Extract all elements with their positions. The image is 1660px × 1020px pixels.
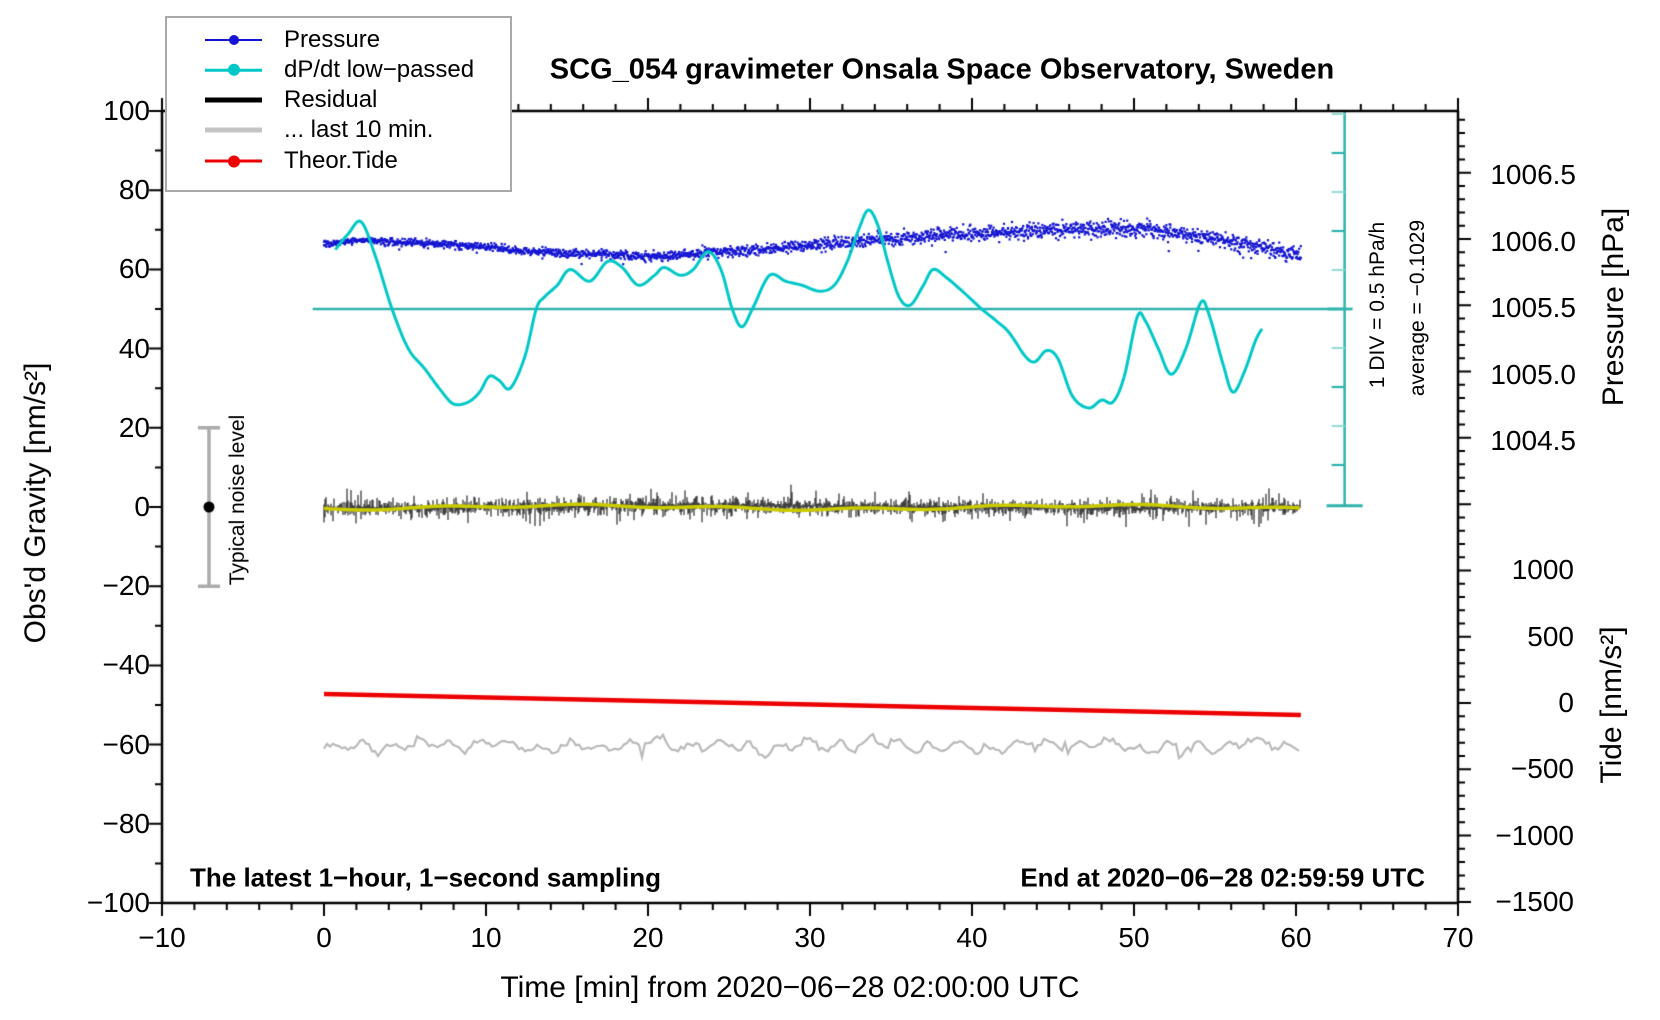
- legend-item-label: Theor.Tide: [284, 147, 398, 174]
- tide-tick-label: −1500: [1495, 885, 1574, 917]
- x-axis-tick-label: 40: [956, 922, 988, 953]
- gravity-tick-label: 60: [118, 253, 150, 285]
- tide-tick-label: 1000: [1511, 554, 1574, 586]
- legend-sample-line: [205, 97, 262, 103]
- page-title: SCG_054 gravimeter Onsala Space Observat…: [549, 53, 1335, 86]
- x-axis-tick-label: 70: [1442, 922, 1474, 953]
- gravity-tick-label: −40: [102, 649, 151, 681]
- x-axis-tick-label: 50: [1118, 922, 1150, 953]
- legend-item-label: Pressure: [284, 26, 381, 53]
- x-axis-title: Time [min] from 2020−06−28 02:00:00 UTC: [500, 971, 1080, 1004]
- gravity-tick-label: 0: [134, 491, 150, 522]
- end-time-note: End at 2020−06−28 02:59:59 UTC: [1020, 862, 1425, 893]
- pressure-tick-label: 1005.0: [1490, 358, 1576, 390]
- legend-item-label: dP/dt low−passed: [284, 56, 475, 83]
- noise-bar-label: Typical noise level: [226, 414, 249, 586]
- tide-tick-label: 0: [1558, 687, 1574, 719]
- x-axis-tick-label: 0: [316, 922, 332, 953]
- pressure-tick-label: 1005.5: [1490, 292, 1576, 324]
- legend-sample-dot: [227, 64, 240, 76]
- gravity-tick-label: −80: [102, 807, 151, 839]
- gravity-tick-label: 40: [118, 332, 150, 364]
- pressure-tick-label: 1006.0: [1490, 225, 1576, 257]
- legend-item-label: Residual: [284, 86, 378, 113]
- pressure-tick-label: 1004.5: [1490, 424, 1576, 456]
- legend-sample-dot: [227, 155, 240, 167]
- gravity-tick-label: 80: [118, 174, 150, 206]
- div-scale-label: 1 DIV = 0.5 hPa/h: [1366, 221, 1389, 389]
- y-left-axis-title: Obs'd Gravity [nm/s²]: [19, 362, 52, 644]
- legend-sample-line: [205, 127, 262, 133]
- gravity-tick-label: 20: [118, 411, 150, 443]
- gravity-tick-label: −20: [102, 570, 151, 602]
- legend-item-label: ... last 10 min.: [284, 116, 434, 143]
- x-axis-tick-label: −10: [138, 922, 186, 953]
- tide-axis-title: Tide [nm/s²]: [1595, 626, 1628, 784]
- legend: Pressure dP/dt low−passed Residual ... last…: [165, 16, 512, 192]
- pressure-axis-title: Pressure [hPa]: [1597, 207, 1630, 407]
- x-axis-tick-label: 60: [1280, 922, 1312, 953]
- tide-tick-label: −1000: [1495, 819, 1574, 851]
- legend-sample-line: [205, 64, 262, 76]
- tide-tick-label: 500: [1527, 620, 1574, 652]
- legend-sample-dot: [228, 35, 239, 45]
- average-label: average = −0.1029: [1406, 219, 1429, 397]
- x-axis-tick-label: 20: [632, 922, 664, 953]
- tide-tick-label: −500: [1510, 753, 1574, 785]
- legend-sample-line: [205, 35, 262, 45]
- x-axis-tick-label: 30: [794, 922, 826, 953]
- gravity-tick-label: 100: [103, 95, 150, 126]
- gravity-tick-label: −60: [102, 728, 151, 760]
- pressure-tick-label: 1006.5: [1490, 159, 1576, 191]
- x-axis-tick-label: 10: [470, 922, 502, 953]
- sampling-note: The latest 1−hour, 1−second sampling: [190, 862, 662, 893]
- gravity-tick-label: −100: [86, 887, 150, 918]
- legend-sample-line: [205, 155, 262, 167]
